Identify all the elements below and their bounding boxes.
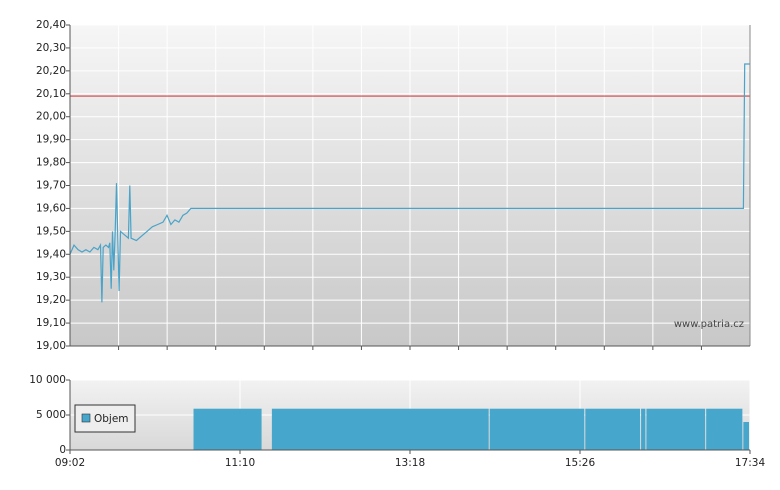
volume-bar [193,408,262,450]
volume-bar [706,408,743,450]
y-tick-label: 5 000 [36,409,66,421]
volume-bar [743,422,749,450]
y-tick-label: 20,30 [36,42,66,54]
volume-bar [641,408,646,450]
y-tick-label: 20,00 [36,111,66,123]
y-tick-label: 19,50 [36,225,66,237]
y-tick-label: 20,20 [36,65,66,77]
price-line [69,63,750,303]
x-tick-label: 17:34 [735,457,766,469]
y-tick-label: 19,20 [36,294,66,306]
y-tick-label: 19,90 [36,134,66,146]
x-tick-label: 11:10 [225,457,255,469]
y-tick-label: 19,00 [36,340,66,352]
y-tick-label: 19,10 [36,317,66,329]
watermark: www.patria.cz [674,319,744,330]
y-tick-label: 10 000 [29,374,66,386]
y-tick-label: 19,30 [36,271,66,283]
x-tick-label: 15:26 [565,457,596,469]
volume-bar [271,408,489,450]
volume-bar [646,408,706,450]
x-tick-label: 09:02 [55,457,85,469]
y-tick-label: 19,60 [36,202,66,214]
volume-bar [585,408,641,450]
legend-swatch [81,413,91,423]
y-tick-label: 0 [59,444,66,456]
legend-label: Objem [94,413,129,425]
x-tick-label: 13:18 [395,457,425,469]
y-tick-label: 20,10 [36,88,66,100]
y-tick-label: 19,40 [36,248,66,260]
y-tick-label: 19,80 [36,157,66,169]
y-tick-label: 19,70 [36,180,66,192]
volume-bar [489,408,585,450]
y-tick-label: 20,40 [36,19,66,31]
